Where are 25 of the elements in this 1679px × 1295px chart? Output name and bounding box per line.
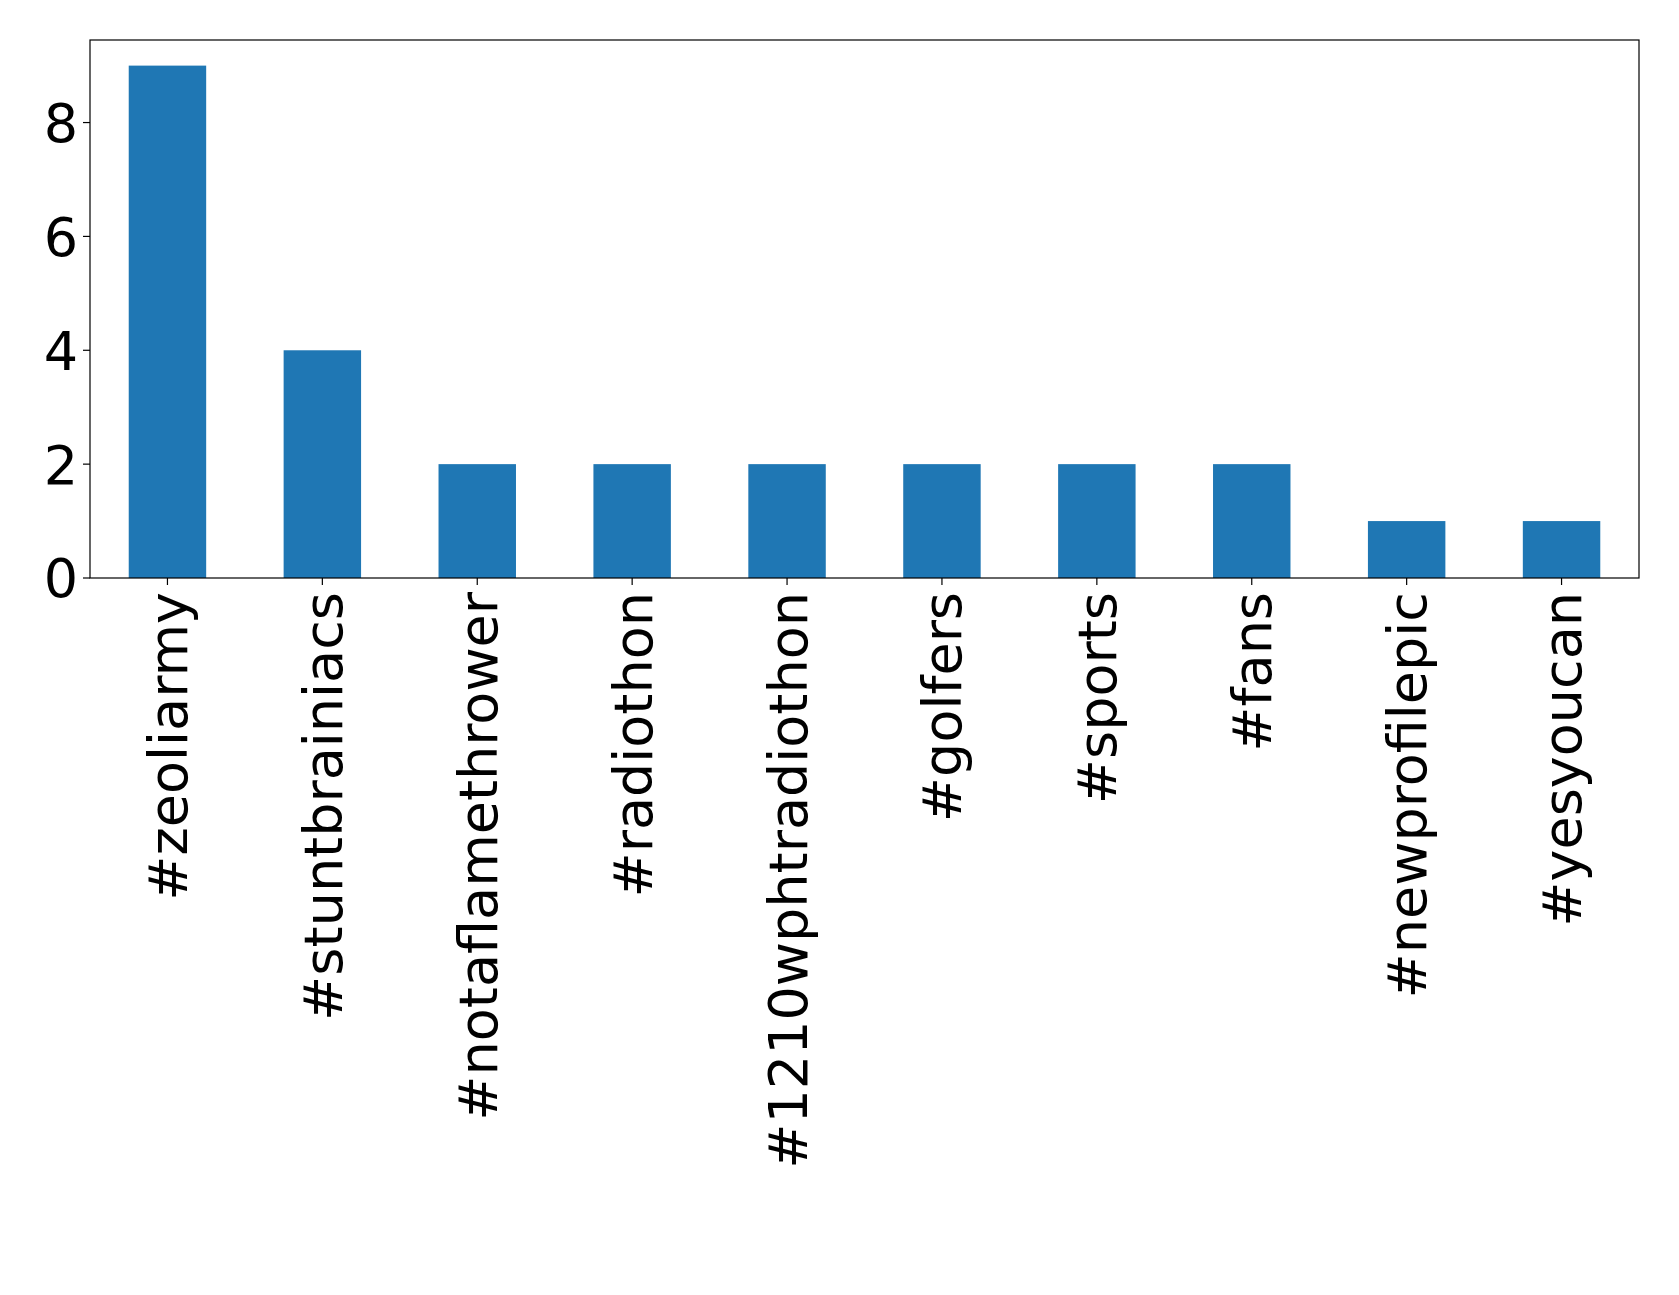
bar (593, 464, 671, 578)
y-tick-label: 4 (43, 319, 78, 383)
x-tick-label: #newprofilepic (1376, 592, 1440, 999)
bar (1367, 521, 1446, 578)
bar (283, 350, 362, 578)
x-tick-label: #radiothon (601, 592, 665, 898)
x-tick-label: #fans (1221, 592, 1285, 752)
bar (903, 464, 981, 578)
y-tick-label: 0 (43, 547, 78, 611)
x-tick-label: #yesyoucan (1530, 592, 1594, 927)
bar (1058, 464, 1136, 578)
bar (438, 464, 516, 578)
bar (748, 464, 826, 578)
bar (1522, 521, 1601, 578)
x-tick-label: #stuntbrainiacs (291, 592, 355, 1021)
x-tick-label: #golfers (911, 592, 975, 823)
bar (1213, 464, 1291, 578)
bar (128, 65, 207, 578)
y-tick-label: 6 (43, 205, 78, 269)
x-tick-label: #sports (1066, 592, 1130, 805)
x-tick-label: #zeoliarmy (136, 592, 200, 901)
y-tick-label: 8 (43, 91, 78, 155)
y-tick-label: 2 (43, 433, 78, 497)
x-tick-label: #notaflamethrower (446, 591, 510, 1121)
x-tick-label: #1210wphtradiothon (756, 592, 820, 1169)
